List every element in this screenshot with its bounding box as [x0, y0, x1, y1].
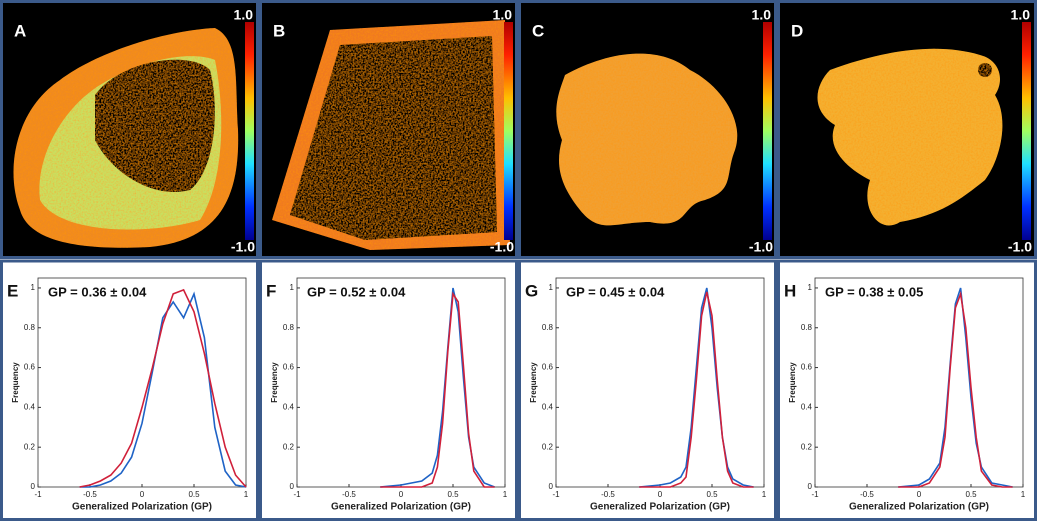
y-tick-label: 0.8: [801, 323, 813, 332]
colorbar: [245, 22, 254, 240]
cell-c: [556, 53, 738, 226]
series-line: [79, 288, 247, 488]
x-axis-label: Generalized Polarization (GP): [331, 502, 471, 513]
cell-a: [13, 28, 239, 248]
x-tick-label: 0.5: [706, 490, 718, 499]
x-tick-label: 1: [1021, 490, 1026, 499]
y-axis-label: Frequency: [11, 362, 20, 403]
x-tick-label: 1: [244, 490, 249, 499]
y-tick-label: 0.4: [542, 402, 554, 411]
y-tick-label: 0.4: [801, 402, 813, 411]
series-line: [639, 287, 754, 488]
colorbar-max: 1.0: [752, 7, 772, 23]
x-tick-label: -0.5: [342, 490, 356, 499]
plot-area: [37, 277, 247, 488]
series-line: [898, 287, 1013, 488]
panel-label: D: [791, 21, 803, 40]
y-tick-label: 0.4: [24, 402, 36, 411]
series-line: [639, 291, 754, 488]
annotation: GP = 0.36 ± 0.04: [48, 284, 147, 299]
x-axis-label: Generalized Polarization (GP): [72, 502, 212, 513]
x-tick-label: 0: [917, 490, 922, 499]
y-tick-label: 0.8: [283, 323, 295, 332]
y-axis-label: Frequency: [788, 362, 797, 403]
cell-b: [272, 20, 510, 250]
y-tick-label: 0.2: [24, 442, 36, 451]
x-tick-label: -1: [293, 490, 301, 499]
plot-area: [296, 277, 506, 488]
y-tick-label: 0.2: [283, 442, 295, 451]
y-tick-label: 0.8: [24, 323, 36, 332]
y-tick-label: 0.6: [542, 363, 554, 372]
y-tick-label: 0: [549, 482, 554, 491]
y-tick-label: 0: [808, 482, 813, 491]
colorbar: [504, 22, 513, 240]
x-axis-label: Generalized Polarization (GP): [849, 502, 989, 513]
y-axis-label: Frequency: [529, 362, 538, 403]
colorbar-max: 1.0: [234, 7, 254, 23]
y-tick-label: 0.2: [801, 442, 813, 451]
y-tick-label: 1: [290, 283, 295, 292]
y-tick-label: 0.6: [24, 363, 36, 372]
colorbar-min: -1.0: [1008, 239, 1032, 255]
colorbar-min: -1.0: [749, 239, 773, 255]
x-tick-label: -1: [34, 490, 42, 499]
x-tick-label: 1: [503, 490, 508, 499]
colorbar: [1022, 22, 1031, 240]
panel-label: E: [7, 281, 18, 300]
y-axis-label: Frequency: [270, 362, 279, 403]
x-tick-label: 0.5: [965, 490, 977, 499]
x-tick-label: -0.5: [860, 490, 874, 499]
panel-label: B: [273, 21, 285, 40]
x-tick-label: -1: [552, 490, 560, 499]
plot-area: [814, 277, 1024, 488]
x-tick-label: 0.5: [447, 490, 459, 499]
y-tick-label: 1: [808, 283, 813, 292]
annotation: GP = 0.38 ± 0.05: [825, 284, 923, 299]
x-tick-label: 0: [140, 490, 145, 499]
y-tick-label: 0.6: [283, 363, 295, 372]
x-tick-label: 0: [399, 490, 404, 499]
series-line: [79, 291, 247, 488]
y-tick-label: 0.6: [801, 363, 813, 372]
y-tick-label: 0: [290, 482, 295, 491]
x-tick-label: 1: [762, 490, 767, 499]
panel-label: C: [532, 21, 544, 40]
panel-label: G: [525, 281, 538, 300]
panel-label: H: [784, 281, 796, 300]
y-tick-label: 0: [31, 482, 36, 491]
y-tick-label: 0.8: [542, 323, 554, 332]
x-tick-label: -1: [811, 490, 819, 499]
cell-d: [817, 48, 1003, 226]
y-tick-label: 1: [31, 283, 36, 292]
panel-label: A: [14, 21, 26, 40]
colorbar-max: 1.0: [1011, 7, 1031, 23]
x-tick-label: 0.5: [188, 490, 200, 499]
colorbar-max: 1.0: [493, 7, 513, 23]
y-tick-label: 0.2: [542, 442, 554, 451]
x-axis-label: Generalized Polarization (GP): [590, 502, 730, 513]
x-tick-label: -0.5: [83, 490, 97, 499]
series-line: [380, 291, 495, 488]
y-tick-label: 0.4: [283, 402, 295, 411]
panel-label: F: [266, 281, 276, 300]
series-line: [898, 290, 1013, 488]
plot-area: [555, 277, 765, 488]
colorbar-min: -1.0: [231, 239, 255, 255]
colorbar: [763, 22, 772, 240]
colorbar-min: -1.0: [490, 239, 514, 255]
annotation: GP = 0.52 ± 0.04: [307, 284, 406, 299]
annotation: GP = 0.45 ± 0.04: [566, 284, 665, 299]
x-tick-label: 0: [658, 490, 663, 499]
series-line: [380, 287, 495, 488]
y-tick-label: 1: [549, 283, 554, 292]
x-tick-label: -0.5: [601, 490, 615, 499]
